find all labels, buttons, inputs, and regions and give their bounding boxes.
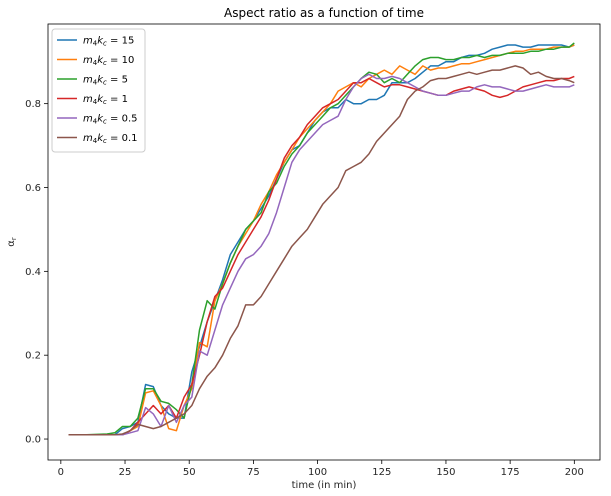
- y-tick-label-0: 0.0: [25, 435, 41, 446]
- legend-label-2: m4kc = 5: [83, 75, 128, 87]
- x-tick-label-5: 125: [372, 467, 391, 478]
- x-tick-label-6: 150: [436, 467, 455, 478]
- legend-label-3: m4kc = 1: [83, 94, 128, 106]
- x-tick-label-0: 0: [58, 467, 64, 478]
- y-tick-label-1: 0.2: [25, 351, 41, 362]
- series-line-1: [68, 44, 575, 436]
- x-tick-label-1: 25: [119, 467, 132, 478]
- x-tick-label-8: 200: [565, 467, 584, 478]
- series-line-4: [68, 73, 575, 436]
- y-axis-label: αr: [6, 237, 18, 247]
- legend-label-1: m4kc = 10: [83, 55, 134, 67]
- legend-label-0: m4kc = 15: [83, 36, 134, 48]
- x-tick-label-2: 50: [183, 467, 196, 478]
- legend: m4kc = 15 m4kc = 10 m4kc = 5 m4kc = 1 m4kc =…: [51, 28, 146, 153]
- x-tick-label-3: 75: [247, 467, 260, 478]
- series-line-3: [68, 75, 575, 436]
- series-line-5: [68, 65, 575, 436]
- plot-area: 0 25 50 75 100 125 150 175 200 0.0 0.2 0.4 0.6 0.8: [25, 23, 601, 478]
- x-axis-label: time (in min): [292, 480, 357, 491]
- legend-label-4: m4kc = 0.5: [83, 114, 138, 126]
- plot-frame: [47, 23, 601, 461]
- chart-title: Aspect ratio as a function of time: [224, 6, 424, 20]
- legend-label-5: m4kc = 0.1: [83, 133, 138, 145]
- series-line-2: [68, 42, 575, 436]
- y-tick-label-2: 0.4: [25, 267, 41, 278]
- series-line-0: [68, 44, 575, 436]
- x-tick-label-4: 100: [308, 467, 327, 478]
- y-tick-label-3: 0.6: [25, 183, 41, 194]
- y-tick-label-4: 0.8: [25, 99, 41, 110]
- x-tick-label-7: 175: [501, 467, 520, 478]
